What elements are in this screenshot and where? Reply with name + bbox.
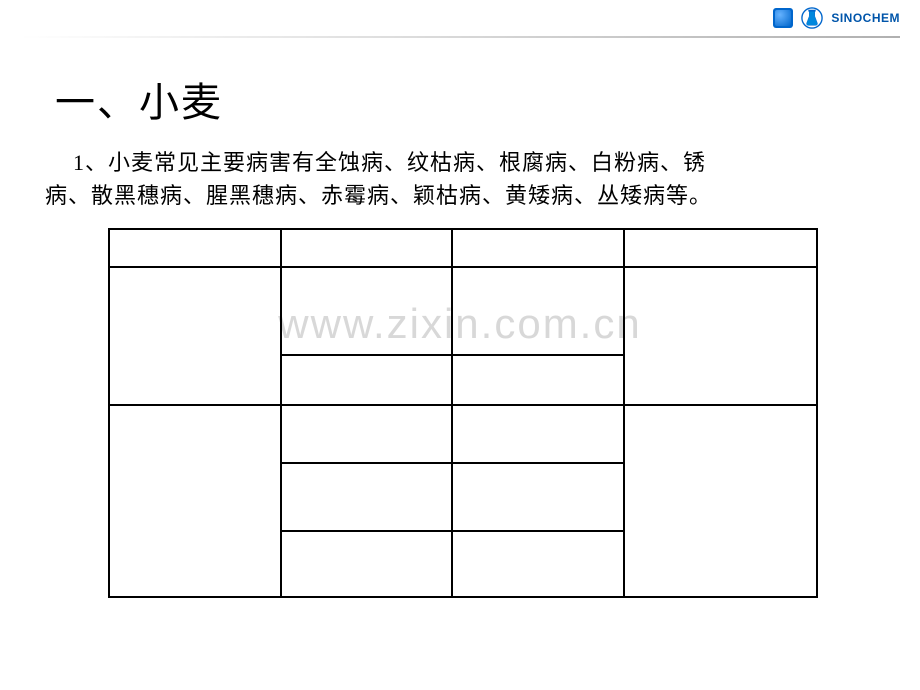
table-cell [281, 355, 453, 405]
header-bar: SINOCHEM [0, 0, 920, 36]
table-cell [452, 267, 624, 355]
flask-icon [801, 7, 823, 29]
table-cell [109, 267, 281, 405]
brand-text: SINOCHEM [831, 11, 900, 25]
table-row [109, 267, 817, 355]
table-cell [281, 531, 453, 597]
table-cell [281, 463, 453, 531]
table-cell [109, 405, 281, 597]
header-divider [20, 36, 900, 38]
cube-icon [773, 8, 793, 28]
table-cell [452, 531, 624, 597]
table-cell [281, 267, 453, 355]
table-row [109, 405, 817, 463]
table-cell [452, 405, 624, 463]
table-cell [624, 405, 817, 597]
table-cell [452, 463, 624, 531]
paragraph-line1: 1、小麦常见主要病害有全蚀病、纹枯病、根腐病、白粉病、锈 [73, 150, 706, 175]
table-cell [109, 229, 281, 267]
table-cell [452, 229, 624, 267]
data-table [108, 228, 818, 598]
body-paragraph: 1、小麦常见主要病害有全蚀病、纹枯病、根腐病、白粉病、锈 病、散黑穗病、腥黑穗病… [45, 146, 865, 212]
table-row [109, 229, 817, 267]
table-cell [281, 405, 453, 463]
table-cell [624, 267, 817, 405]
content-area: 一、小麦 1、小麦常见主要病害有全蚀病、纹枯病、根腐病、白粉病、锈 病、散黑穗病… [55, 70, 865, 212]
table-cell [452, 355, 624, 405]
table-cell [624, 229, 817, 267]
paragraph-line2: 病、散黑穗病、腥黑穗病、赤霉病、颖枯病、黄矮病、丛矮病等。 [45, 183, 712, 208]
section-title: 一、小麦 [55, 70, 865, 128]
table-cell [281, 229, 453, 267]
